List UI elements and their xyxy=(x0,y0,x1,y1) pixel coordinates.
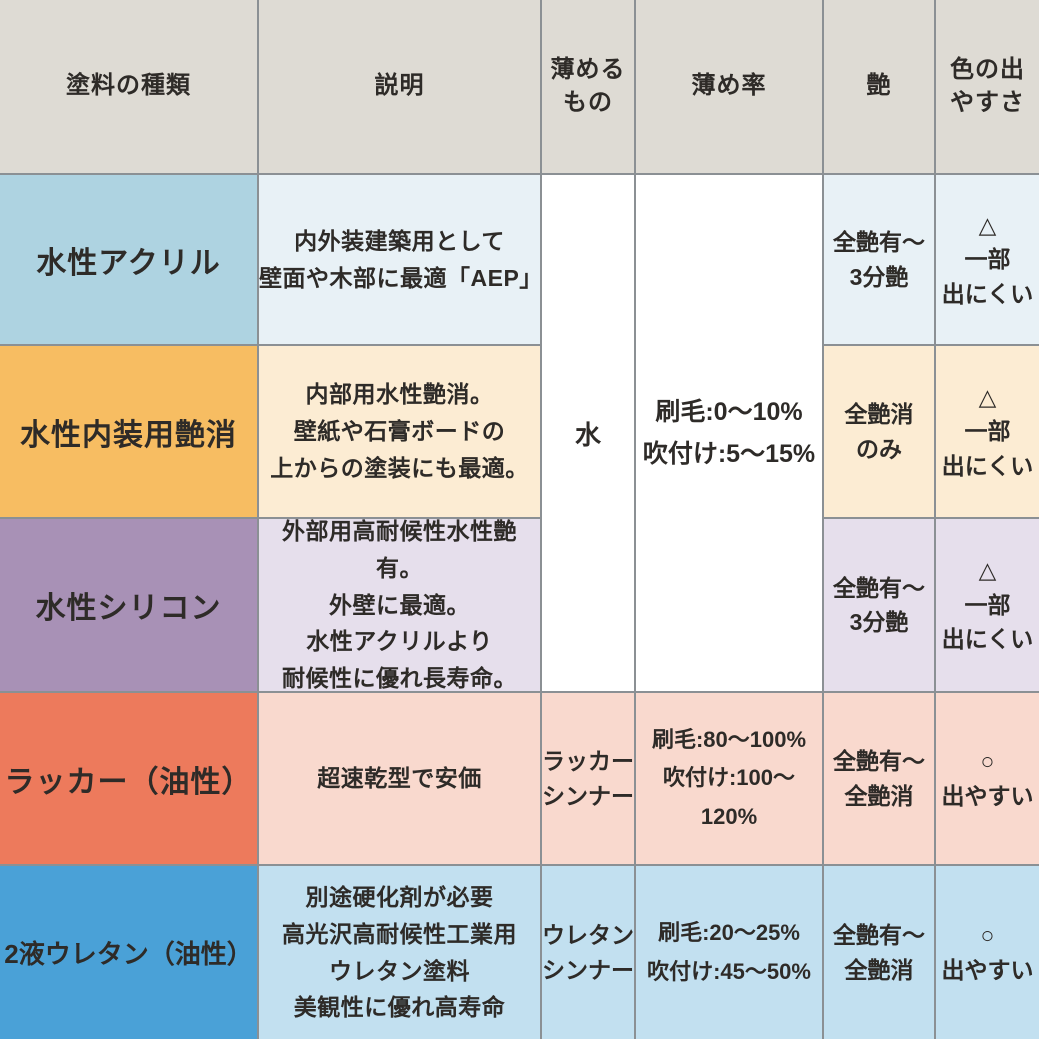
header-color-ease: 色の出 やすさ xyxy=(936,0,1039,173)
thin-ratio-cell: 刷毛:80〜100% 吹付け:100〜120% xyxy=(636,693,822,864)
paint-name-cell: ラッカー（油性） xyxy=(0,693,257,864)
water-thin-ratio-cell: 刷毛:0〜10% 吹付け:5〜15% xyxy=(636,175,822,691)
thinner-cell: ウレタン シンナー xyxy=(542,866,634,1039)
header-description: 説明 xyxy=(259,0,540,173)
thinner-cell: ラッカー シンナー xyxy=(542,693,634,864)
gloss-cell: 全艶有〜 全艶消 xyxy=(824,866,934,1039)
description-cell: 超速乾型で安価 xyxy=(259,693,540,864)
paint-name-cell: 水性内装用艶消 xyxy=(0,346,257,517)
color-ease-cell: △ 一部 出にくい xyxy=(936,519,1039,691)
gloss-cell: 全艶消 のみ xyxy=(824,346,934,517)
gloss-cell: 全艶有〜 3分艶 xyxy=(824,175,934,344)
paint-name-cell: 水性シリコン xyxy=(0,519,257,691)
description-cell: 内外装建築用として 壁面や木部に最適「AEP」 xyxy=(259,175,540,344)
color-ease-cell: △ 一部 出にくい xyxy=(936,346,1039,517)
header-paint-type: 塗料の種類 xyxy=(0,0,257,173)
thin-ratio-cell: 刷毛:20〜25% 吹付け:45〜50% xyxy=(636,866,822,1039)
gloss-cell: 全艶有〜 全艶消 xyxy=(824,693,934,864)
header-thin-ratio: 薄め率 xyxy=(636,0,822,173)
color-ease-cell: ○ 出やすい xyxy=(936,866,1039,1039)
paint-name-cell: 2液ウレタン（油性） xyxy=(0,866,257,1039)
water-thinner-cell: 水 xyxy=(542,175,634,691)
paint-name-cell: 水性アクリル xyxy=(0,175,257,344)
description-cell: 外部用高耐候性水性艶有。 外壁に最適。 水性アクリルより 耐候性に優れ長寿命。 xyxy=(259,519,540,691)
description-cell: 内部用水性艶消。 壁紙や石膏ボードの 上からの塗装にも最適。 xyxy=(259,346,540,517)
header-gloss: 艶 xyxy=(824,0,934,173)
color-ease-cell: △ 一部 出にくい xyxy=(936,175,1039,344)
description-cell: 別途硬化剤が必要 高光沢高耐候性工業用 ウレタン塗料 美観性に優れ高寿命 xyxy=(259,866,540,1039)
header-thinner: 薄める もの xyxy=(542,0,634,173)
color-ease-cell: ○ 出やすい xyxy=(936,693,1039,864)
gloss-cell: 全艶有〜 3分艶 xyxy=(824,519,934,691)
